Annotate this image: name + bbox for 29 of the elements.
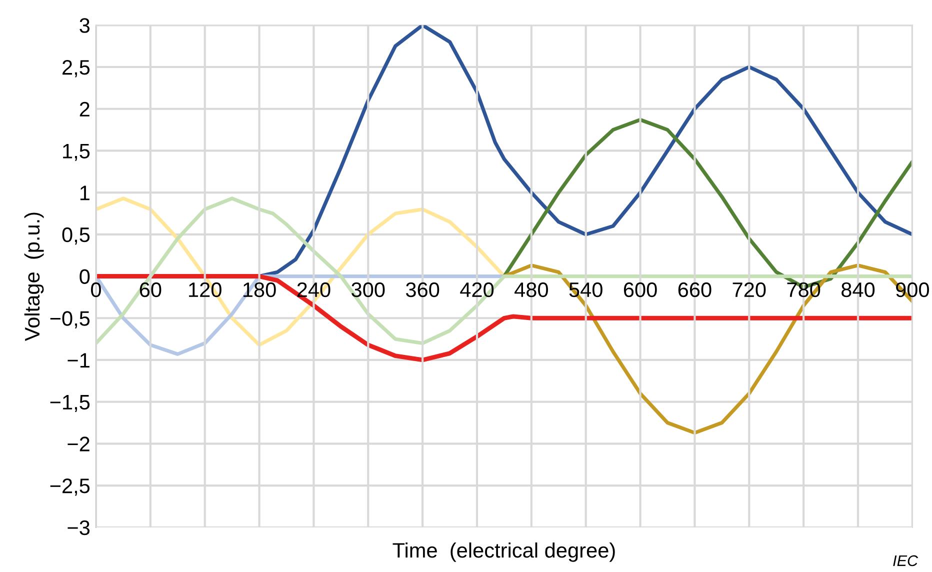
y-tick-label: −0,5	[50, 311, 90, 328]
x-tick-label: 480	[514, 282, 548, 298]
y-tick-label: −2,5	[50, 478, 90, 496]
x-tick-label: 840	[842, 282, 875, 298]
y-tick-label: 1,5	[63, 144, 90, 161]
y-tick-label: −2	[68, 436, 90, 452]
x-tick-label: 240	[297, 282, 330, 298]
x-tick-label: 0	[91, 282, 101, 298]
x-tick-label: 360	[406, 282, 440, 298]
y-tick-label: −3	[68, 520, 90, 536]
y-tick-label: 0,5	[62, 227, 90, 245]
x-tick-label: 300	[352, 282, 385, 298]
y-axis-title: Voltage (p.u.)	[24, 212, 44, 342]
x-tick-label: 420	[460, 282, 494, 298]
x-tick-label: 60	[140, 282, 162, 298]
x-tick-label: 720	[732, 282, 766, 298]
y-tick-label: 0	[80, 269, 90, 284]
y-tick-label: 2	[80, 102, 90, 116]
x-tick-label: 120	[189, 282, 222, 298]
x-tick-label: 180	[243, 282, 276, 298]
y-tick-label: 1	[80, 186, 90, 200]
text: IEC	[893, 555, 918, 566]
y-tick-label: −1,5	[50, 395, 90, 412]
x-tick-label: 600	[624, 282, 657, 298]
x-axis-title: Time (electrical degree)	[392, 542, 615, 562]
x-tick-label: 660	[678, 282, 712, 298]
y-tick-label: −1	[68, 353, 90, 368]
y-tick-label: 3	[80, 18, 90, 33]
y-tick-label: 2,5	[62, 60, 90, 78]
